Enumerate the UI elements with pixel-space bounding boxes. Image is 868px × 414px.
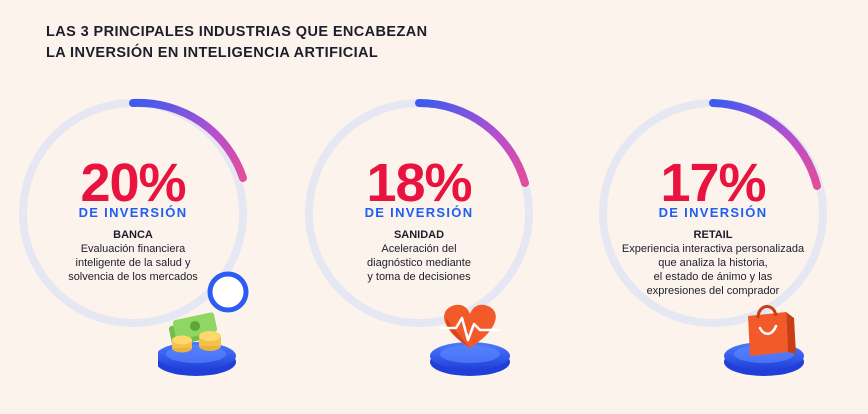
progress-ring xyxy=(19,98,247,327)
description-line: y toma de decisiones xyxy=(367,271,471,283)
description-line: diagnóstico mediante xyxy=(367,257,471,269)
sector-name: RETAIL xyxy=(693,229,733,241)
description-line: Evaluación financiera xyxy=(80,243,186,255)
percent-value: 18% xyxy=(366,153,472,213)
investment-label: DE INVERSIÓN xyxy=(78,205,188,220)
sector-name: BANCA xyxy=(113,229,153,241)
progress-ring xyxy=(305,98,533,327)
card-sanidad: 18% DE INVERSIÓN SANIDAD Aceleración del… xyxy=(294,98,544,398)
card-banca: 20% DE INVERSIÓN BANCA Evaluación financ… xyxy=(8,98,258,398)
sector-description: Evaluación financiera inteligente de la … xyxy=(8,242,258,284)
progress-ring xyxy=(599,99,827,327)
description-line: inteligente de la salud y xyxy=(75,257,191,269)
description-line: solvencia de los mercados xyxy=(68,271,198,283)
sector-name: SANIDAD xyxy=(393,229,445,241)
investment-label: DE INVERSIÓN xyxy=(364,205,474,220)
description-line: el estado de ánimo y las xyxy=(653,271,773,283)
money-coins-icon xyxy=(158,271,249,376)
shopping-bag-icon xyxy=(724,305,804,376)
description-line: Aceleración del xyxy=(381,243,457,255)
description-line: que analiza la historia, xyxy=(658,257,768,269)
description-line: expresiones del comprador xyxy=(646,285,780,297)
title-line-1: LAS 3 PRINCIPALES INDUSTRIAS QUE ENCABEZ… xyxy=(46,24,428,40)
card-retail: 17% DE INVERSIÓN RETAIL Experiencia inte… xyxy=(588,98,838,398)
sector-description: Experiencia interactiva personalizada qu… xyxy=(588,242,838,298)
sector-description: Aceleración del diagnóstico mediante y t… xyxy=(294,242,544,284)
page-title: LAS 3 PRINCIPALES INDUSTRIAS QUE ENCABEZ… xyxy=(46,22,427,64)
title-line-2: LA INVERSIÓN EN INTELIGENCIA ARTIFICIAL xyxy=(46,45,379,61)
description-line: Experiencia interactiva personalizada xyxy=(621,243,805,255)
heart-pulse-icon xyxy=(430,304,510,376)
investment-label: DE INVERSIÓN xyxy=(658,205,768,220)
percent-value: 17% xyxy=(660,153,766,213)
percent-value: 20% xyxy=(80,153,186,213)
